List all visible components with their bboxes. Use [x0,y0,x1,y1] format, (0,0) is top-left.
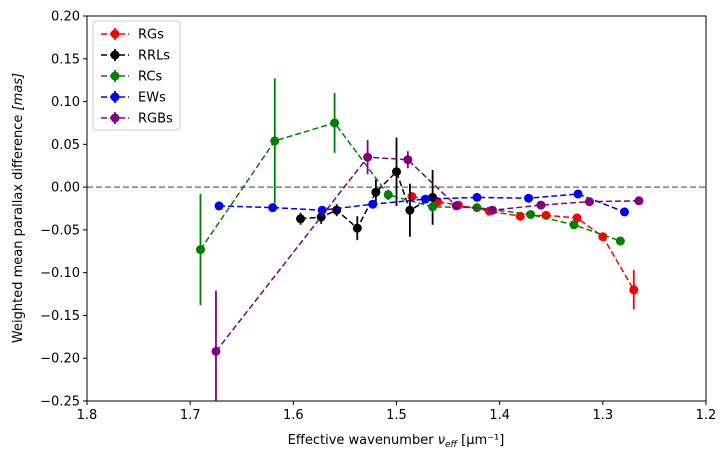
x-axis-label-symbol: ν [438,433,445,448]
data-point-rcs [330,118,340,128]
data-point-rcs [526,209,536,219]
data-point-ews [573,189,583,199]
data-point-ews [472,192,482,202]
data-point-rrls [332,205,342,215]
series-rgbs [211,140,644,401]
legend-marker-ews [110,92,120,102]
y-tick-label: 0.00 [51,181,80,196]
data-point-ews [268,203,278,213]
data-point-rgbs [634,196,644,206]
legend-marker-rgbs [110,113,120,123]
data-point-rgbs [403,155,413,165]
data-point-rrls [371,187,381,197]
data-point-rgbs [487,205,497,215]
legend-marker-rrls [110,50,120,60]
data-point-rgs [515,211,525,221]
data-point-ews [619,207,629,217]
data-point-rgbs [211,346,221,356]
x-tick-label: 1.5 [386,408,407,423]
legend-label-rgs: RGs [138,28,164,43]
x-axis: 1.8 1.7 1.6 1.5 1.4 1.3 1.2 [77,401,717,423]
y-axis: −0.25 −0.20 −0.15 −0.10 −0.05 0.00 0.05 0.10 0.1… [40,10,87,410]
x-tick-label: 1.4 [489,408,510,423]
legend-label-rgbs: RGBs [138,112,173,127]
y-tick-label: 0.05 [51,138,80,153]
x-axis-label-unit: [μm⁻¹] [461,433,504,448]
x-tick-label: 1.8 [77,408,98,423]
series-rcs [195,78,625,306]
legend: RGs RRLs RCs EWs RGBs [92,20,181,131]
y-tick-label: −0.10 [40,266,80,281]
data-point-rcs [270,136,280,146]
y-axis-label: Weighted mean parallax difference [mas] [11,73,26,343]
legend-label-rcs: RCs [138,70,162,85]
legend-label-ews: EWs [138,91,166,106]
data-point-rgbs [536,200,546,210]
y-tick-label: 0.15 [51,52,80,67]
x-axis-label-subscript: eff [445,440,459,450]
data-point-rrls [296,214,306,224]
data-point-rgs [629,285,639,295]
series-ews [214,189,629,217]
data-point-rrls [352,223,362,233]
data-point-rcs [195,245,205,255]
data-point-rgs [572,213,582,223]
data-point-rcs [569,220,579,230]
series-line-rgbs [215,156,639,352]
data-point-rcs [383,190,393,200]
data-point-rrls [392,167,401,177]
data-point-rgbs [363,152,373,162]
data-point-rgs [598,232,608,242]
data-point-ews [368,199,378,209]
x-axis-label: Effective wavenumber νeff [μm⁻¹] [288,433,505,450]
y-tick-label: 0.20 [51,10,80,25]
series-layer [195,78,644,401]
data-point-ews [317,205,327,215]
y-tick-label: −0.05 [40,223,80,238]
data-point-ews [214,201,224,211]
data-point-rcs [615,236,625,246]
legend-marker-rcs [110,71,120,81]
x-axis-label-text: Effective wavenumber [288,433,435,448]
data-point-rcs [428,202,438,212]
y-tick-label: −0.15 [40,309,80,324]
x-tick-label: 1.7 [180,408,201,423]
data-point-rrls [405,205,415,215]
y-tick-label: −0.20 [40,352,80,367]
data-point-ews [524,193,534,203]
data-point-rgbs [451,201,461,211]
y-axis-label-unit: [mas] [11,73,26,111]
data-point-rgbs [584,197,594,207]
plot-background [87,16,706,401]
x-tick-label: 1.2 [696,408,717,423]
y-axis-label-text: Weighted mean parallax difference [11,115,26,343]
legend-label-rrls: RRLs [138,49,170,64]
legend-marker-rgs [110,29,120,39]
x-tick-label: 1.6 [283,408,304,423]
series-rrls [296,137,438,241]
y-tick-label: 0.10 [51,95,80,110]
y-tick-label: −0.25 [40,395,80,410]
data-point-ews [420,194,430,204]
x-tick-label: 1.3 [592,408,613,423]
series-line-ews [219,193,625,213]
